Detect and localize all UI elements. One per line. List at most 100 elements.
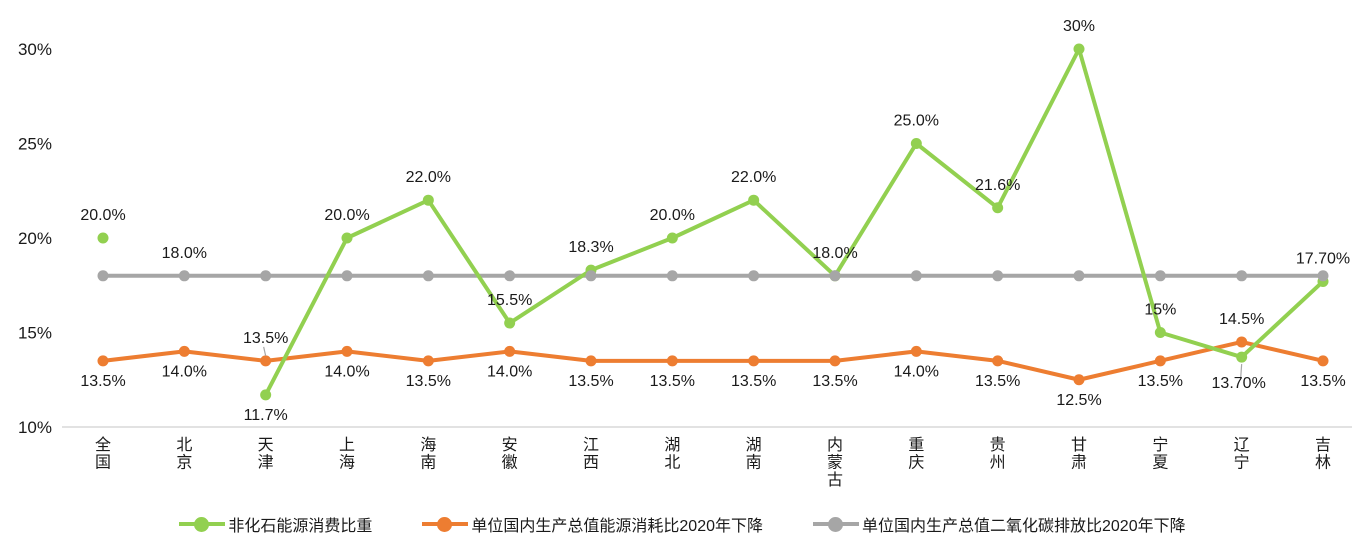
data-label: 30% (1063, 18, 1095, 35)
x-axis-category-label: 上海 (339, 436, 355, 472)
data-point (1154, 270, 1166, 282)
y-axis-tick-label: 10% (18, 418, 52, 437)
data-label: 25.0% (894, 113, 939, 130)
x-axis-category-label: 重庆 (908, 436, 924, 472)
data-label: 13.5% (80, 373, 125, 390)
data-point (341, 345, 353, 357)
data-point (910, 270, 922, 282)
data-label: 13.5% (1300, 373, 1345, 390)
data-point (504, 270, 516, 282)
data-label: 14.0% (894, 363, 939, 380)
data-point (1073, 270, 1085, 282)
series-line (101, 339, 1325, 382)
x-axis-category-label: 安徽 (502, 436, 518, 472)
data-label: 22.0% (731, 169, 776, 186)
data-point (260, 355, 272, 367)
data-label: 17.70% (1296, 250, 1350, 267)
data-point (1154, 327, 1166, 338)
data-point (1073, 43, 1085, 55)
data-point (1073, 374, 1085, 386)
data-label: 15.5% (487, 292, 532, 309)
x-axis-category-label: 吉林 (1315, 436, 1331, 472)
data-point (178, 345, 190, 357)
data-point (585, 270, 597, 282)
legend-item-1: 单位国内生产总值能源消耗比2020年下降 (422, 512, 763, 536)
series-line (263, 47, 1325, 397)
data-point (666, 355, 678, 367)
legend-marker-icon (422, 516, 469, 532)
data-label: 20.0% (80, 207, 125, 224)
data-point (504, 345, 516, 357)
data-label: 21.6% (975, 177, 1020, 194)
data-point (178, 270, 190, 282)
y-axis-tick-label: 25% (18, 135, 52, 154)
legend-dot-icon (194, 516, 210, 532)
data-label: 13.70% (1212, 375, 1266, 392)
data-label: 13.5% (731, 373, 776, 390)
data-label: 18.0% (812, 245, 857, 262)
legend-label: 单位国内生产总值二氧化碳排放比2020年下降 (862, 518, 1186, 535)
data-point (666, 232, 678, 244)
data-label: 18.3% (568, 239, 613, 256)
data-point (748, 270, 760, 282)
data-label: 13.5% (650, 373, 695, 390)
data-point (341, 232, 353, 244)
x-axis-category-label: 甘肃 (1071, 436, 1087, 472)
data-label: 13.5% (406, 373, 451, 390)
x-axis-category-label: 北京 (176, 436, 192, 472)
x-axis-category-label: 海南 (420, 436, 436, 472)
label-leader-line (263, 346, 267, 356)
data-point (97, 355, 109, 367)
data-point (666, 270, 678, 282)
data-point (504, 317, 516, 329)
data-point (97, 270, 109, 282)
data-label: 13.5% (568, 373, 613, 390)
data-point (1154, 355, 1166, 367)
legend-marker-icon (813, 516, 859, 532)
x-axis-category-label: 贵州 (990, 436, 1006, 472)
legend-dot-icon (437, 516, 453, 532)
data-label: 14.5% (1219, 311, 1264, 328)
data-label: 14.0% (324, 363, 369, 380)
label-leader-line (1240, 364, 1243, 379)
data-label: 14.0% (162, 363, 207, 380)
data-label: 14.0% (487, 363, 532, 380)
data-point (1236, 351, 1248, 363)
data-point (1236, 336, 1248, 348)
x-axis-category-label: 辽宁 (1234, 436, 1250, 472)
data-point (422, 194, 434, 206)
data-point (422, 270, 434, 282)
data-point (1236, 270, 1248, 282)
data-label: 11.7% (244, 407, 288, 424)
data-label: 20.0% (324, 207, 369, 224)
legend-label: 非化石能源消费比重 (228, 518, 373, 535)
y-axis-tick-label: 20% (18, 229, 52, 248)
legend-marker-icon (179, 516, 226, 532)
data-label: 13.5% (243, 330, 288, 347)
data-point (829, 355, 841, 367)
data-label: 13.5% (812, 373, 857, 390)
x-axis-category-label: 江西 (583, 436, 599, 472)
data-point (992, 202, 1004, 214)
data-label: 18.0% (162, 245, 207, 262)
data-point (1317, 270, 1329, 282)
data-point (910, 138, 922, 149)
x-axis-category-label: 湖北 (664, 436, 680, 472)
y-axis-tick-label: 30% (18, 40, 52, 59)
data-point (341, 270, 353, 282)
data-point (1317, 355, 1329, 367)
chart-legend: 非化石能源消费比重 单位国内生产总值能源消耗比2020年下降 单位国内生产总值二氧化… (0, 502, 1365, 546)
data-point (748, 194, 760, 206)
data-label: 12.5% (1056, 392, 1101, 409)
data-label: 13.5% (1138, 373, 1183, 390)
data-point (422, 355, 434, 367)
x-axis-category-label: 内蒙古 (827, 436, 843, 489)
data-point (748, 355, 760, 367)
legend-item-0: 非化石能源消费比重 (179, 512, 372, 536)
data-point (585, 355, 597, 367)
data-label: 20.0% (650, 207, 695, 224)
data-label: 13.5% (975, 373, 1020, 390)
x-axis-category-label: 湖南 (746, 436, 762, 472)
data-point (260, 389, 272, 401)
